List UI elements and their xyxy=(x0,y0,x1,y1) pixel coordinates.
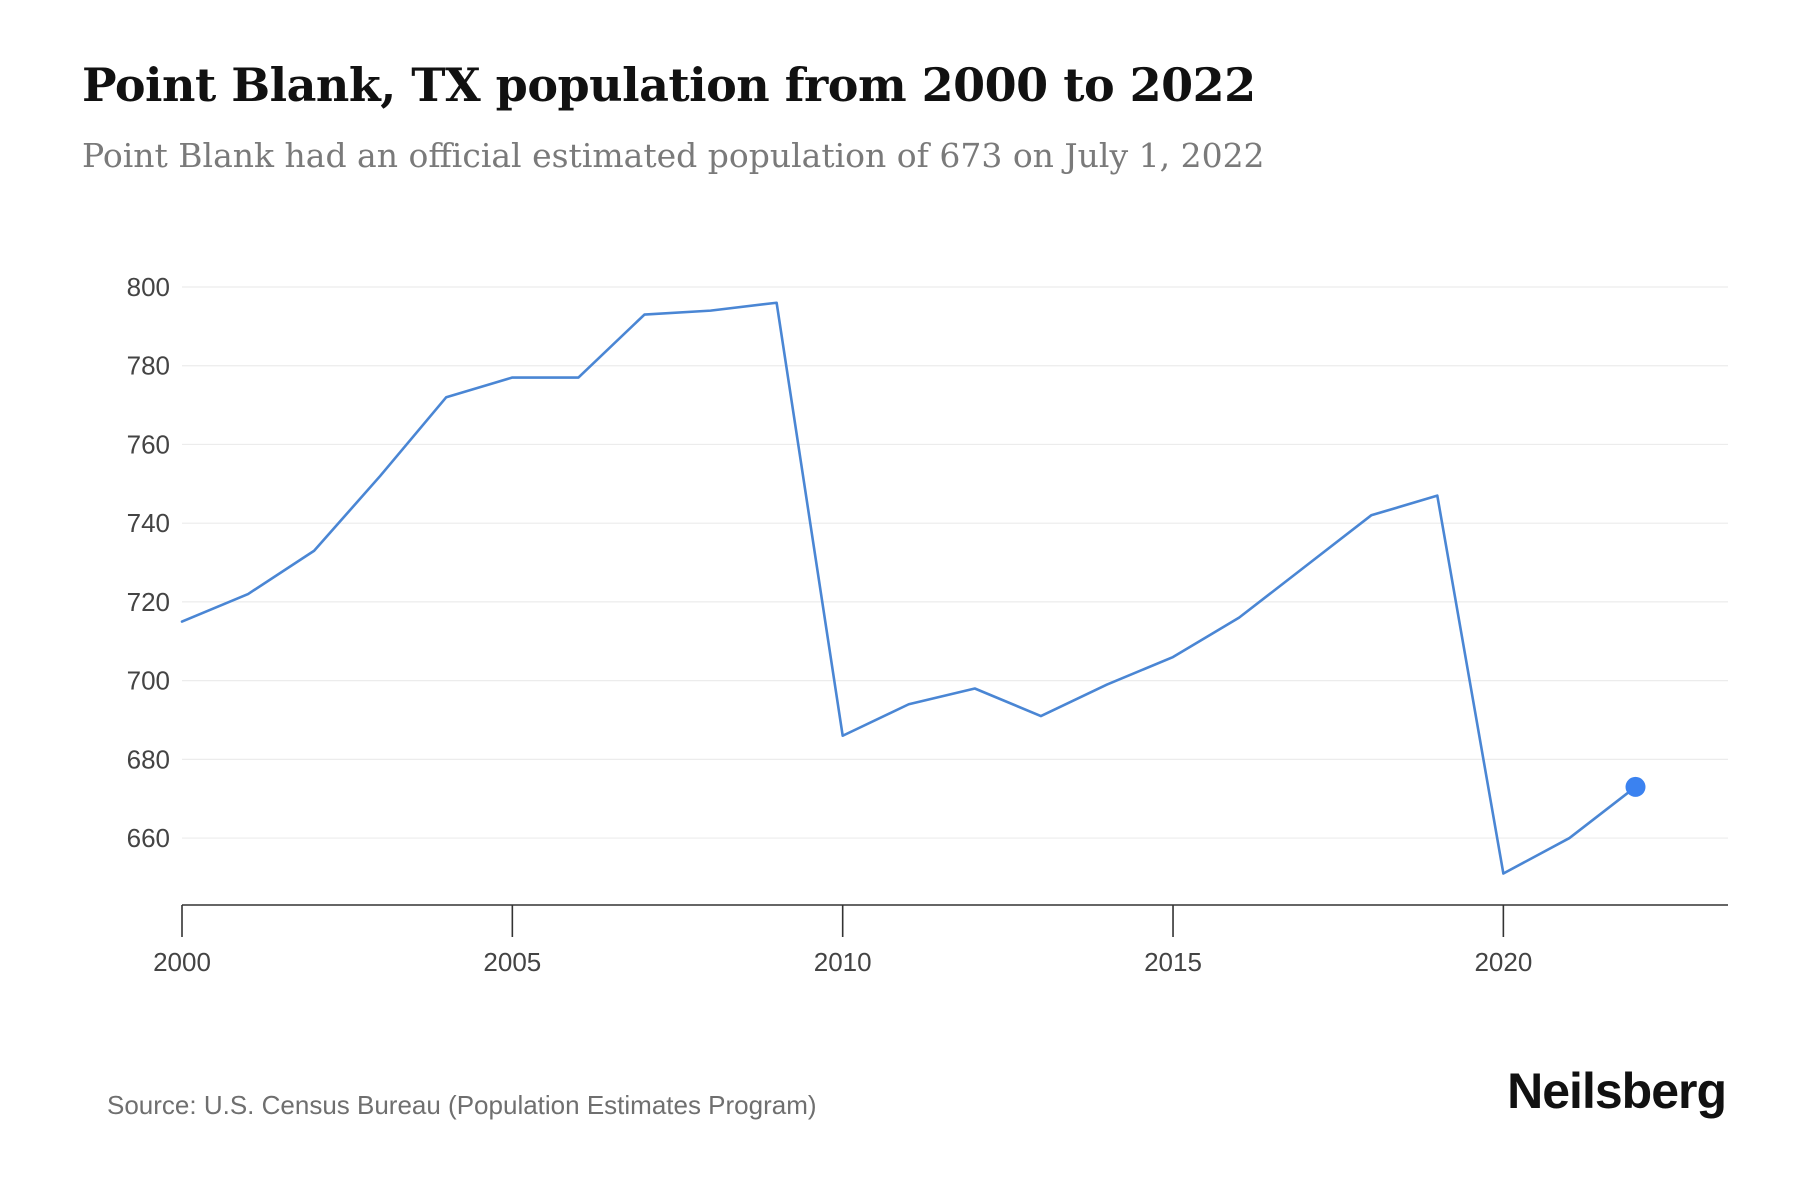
gridlines xyxy=(182,286,1728,839)
y-tick-label-720: 720 xyxy=(127,587,170,617)
x-tick-label-2015: 2015 xyxy=(1144,947,1202,977)
y-tick-label-700: 700 xyxy=(127,666,170,696)
x-tick-label-2020: 2020 xyxy=(1474,947,1532,977)
chart-subtitle: Point Blank had an official estimated po… xyxy=(82,136,1265,175)
x-tick-label-2005: 2005 xyxy=(483,947,541,977)
last-point-marker xyxy=(1625,776,1646,797)
x-tick-label-2010: 2010 xyxy=(814,947,872,977)
y-axis-labels: 660 680 700 720 740 760 780 800 xyxy=(127,272,170,853)
source-note: Source: U.S. Census Bureau (Population E… xyxy=(107,1090,817,1120)
y-tick-label-680: 680 xyxy=(127,744,170,774)
y-tick-label-660: 660 xyxy=(127,823,170,853)
population-line-chart: 2000 2005 2010 2015 2020 660 680 700 720 740 760 7… xyxy=(127,272,1728,977)
y-tick-label-780: 780 xyxy=(127,351,170,381)
x-axis: 2000 2005 2010 2015 2020 xyxy=(153,904,1728,977)
y-tick-label-740: 740 xyxy=(127,508,170,538)
series-layer xyxy=(180,301,1646,875)
x-tick-label-2000: 2000 xyxy=(153,947,211,977)
brand-logo: Neilsberg xyxy=(1507,1063,1727,1119)
y-tick-label-760: 760 xyxy=(127,429,170,459)
series-line-0 xyxy=(180,301,1637,875)
chart-title: Point Blank, TX population from 2000 to … xyxy=(82,58,1256,112)
y-tick-label-800: 800 xyxy=(127,272,170,302)
